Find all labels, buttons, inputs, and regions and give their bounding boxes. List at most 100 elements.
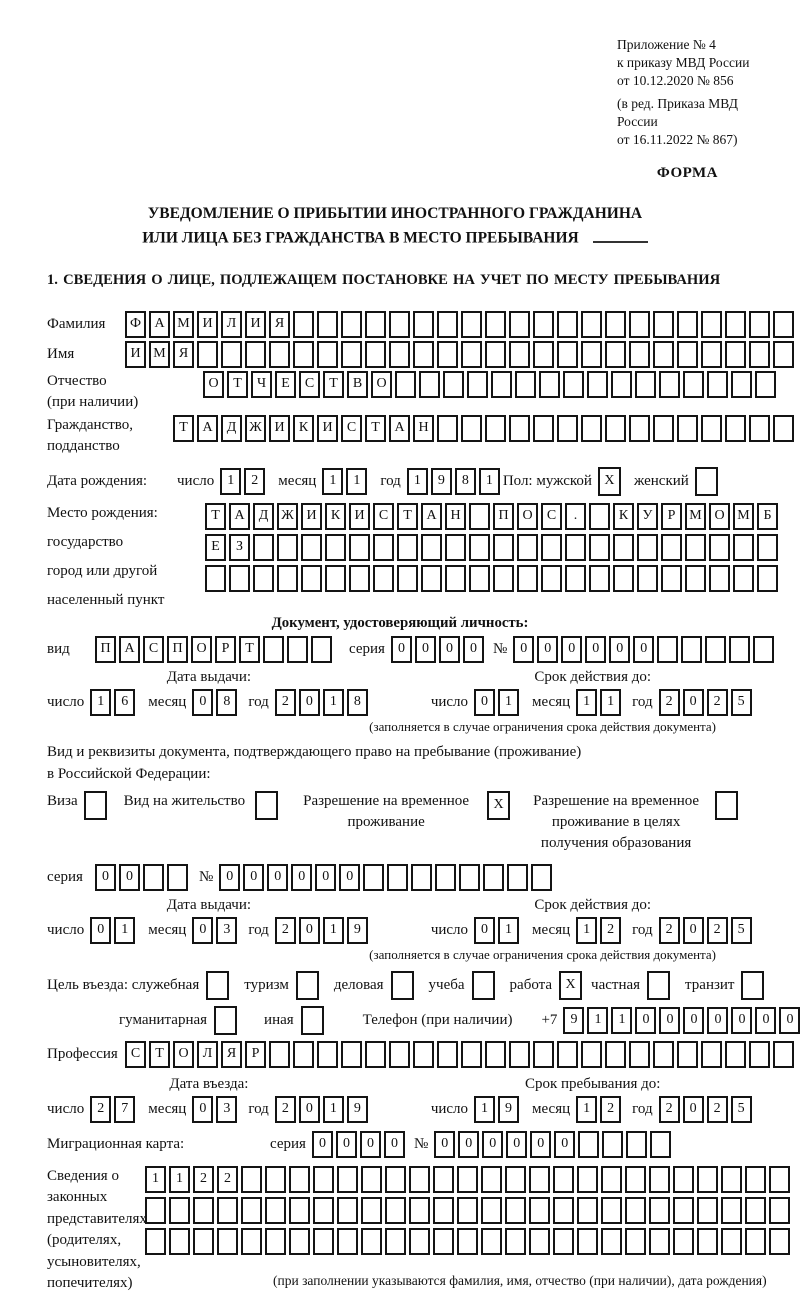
char-cell[interactable]: 2 [193,1165,214,1193]
char-cell[interactable]: Е [275,370,296,398]
char-cell[interactable]: Т [239,635,260,663]
char-cell[interactable]: 0 [219,863,241,891]
char-cell[interactable] [697,1196,718,1224]
char-cell[interactable] [409,1227,430,1255]
char-cell[interactable]: 2 [706,688,728,716]
char-cell[interactable] [601,1227,622,1255]
char-cell[interactable] [605,310,626,338]
char-cell[interactable]: 0 [414,635,436,663]
char-cell[interactable]: О [203,370,224,398]
char-cell[interactable]: 0 [513,635,535,663]
char-cell[interactable] [685,533,706,561]
char-cell[interactable] [301,533,322,561]
char-cell[interactable]: 0 [298,1095,320,1123]
char-cell[interactable]: С [143,635,164,663]
char-cell[interactable] [341,310,362,338]
char-cell[interactable] [769,1165,790,1193]
char-cell[interactable] [169,1196,190,1224]
char-cell[interactable] [725,340,746,368]
representatives-row2-input[interactable] [145,1196,793,1224]
char-cell[interactable] [741,970,765,1000]
char-cell[interactable] [589,502,610,530]
char-cell[interactable]: 0 [267,863,289,891]
char-cell[interactable] [715,790,739,820]
char-cell[interactable] [433,1165,454,1193]
char-cell[interactable] [169,1227,190,1255]
char-cell[interactable] [589,564,610,592]
char-cell[interactable] [677,340,698,368]
char-cell[interactable] [626,1130,648,1158]
char-cell[interactable] [461,414,482,442]
char-cell[interactable] [749,414,770,442]
char-cell[interactable]: 1 [576,1095,598,1123]
char-cell[interactable] [435,863,457,891]
char-cell[interactable] [397,564,418,592]
char-cell[interactable]: 0 [192,916,214,944]
char-cell[interactable]: 0 [482,1130,504,1158]
char-cell[interactable]: 0 [609,635,631,663]
char-cell[interactable] [459,863,481,891]
char-cell[interactable] [241,1165,262,1193]
char-cell[interactable]: 0 [438,635,460,663]
char-cell[interactable] [365,340,386,368]
char-cell[interactable] [557,1040,578,1068]
char-cell[interactable] [605,340,626,368]
char-cell[interactable] [443,370,464,398]
char-cell[interactable]: 9 [346,916,368,944]
char-cell[interactable]: 0 [311,1130,333,1158]
char-cell[interactable] [485,310,506,338]
char-cell[interactable] [605,414,626,442]
char-cell[interactable]: 0 [530,1130,552,1158]
char-cell[interactable]: 0 [554,1130,576,1158]
char-cell[interactable] [653,340,674,368]
char-cell[interactable] [469,502,490,530]
char-cell[interactable] [221,340,242,368]
char-cell[interactable] [373,533,394,561]
char-cell[interactable]: 2 [274,916,296,944]
char-cell[interactable]: 0 [458,1130,480,1158]
char-cell[interactable]: 1 [474,1095,496,1123]
char-cell[interactable]: Я [173,340,194,368]
char-cell[interactable] [269,1040,290,1068]
char-cell[interactable] [653,1040,674,1068]
char-cell[interactable] [255,790,279,820]
char-cell[interactable] [289,1165,310,1193]
char-cell[interactable]: Я [221,1040,242,1068]
char-cell[interactable] [673,1196,694,1224]
char-cell[interactable] [485,340,506,368]
char-cell[interactable] [509,310,530,338]
char-cell[interactable] [411,863,433,891]
char-cell[interactable] [553,1165,574,1193]
char-cell[interactable] [205,564,226,592]
char-cell[interactable] [217,1227,238,1255]
char-cell[interactable] [625,1227,646,1255]
char-cell[interactable]: X [559,970,583,1000]
char-cell[interactable] [509,340,530,368]
char-cell[interactable] [390,970,414,1000]
char-cell[interactable] [341,1040,362,1068]
char-cell[interactable] [481,1227,502,1255]
char-cell[interactable] [277,533,298,561]
char-cell[interactable] [539,370,560,398]
char-cell[interactable]: 0 [94,863,116,891]
char-cell[interactable]: Р [245,1040,266,1068]
char-cell[interactable]: С [541,502,562,530]
char-cell[interactable] [245,340,266,368]
char-cell[interactable] [681,635,703,663]
char-cell[interactable]: 1 [322,916,344,944]
char-cell[interactable]: О [517,502,538,530]
char-cell[interactable] [650,1130,672,1158]
char-cell[interactable] [313,1165,334,1193]
char-cell[interactable]: А [149,310,170,338]
char-cell[interactable]: 0 [339,863,361,891]
char-cell[interactable]: 6 [114,688,136,716]
char-cell[interactable] [721,1227,742,1255]
